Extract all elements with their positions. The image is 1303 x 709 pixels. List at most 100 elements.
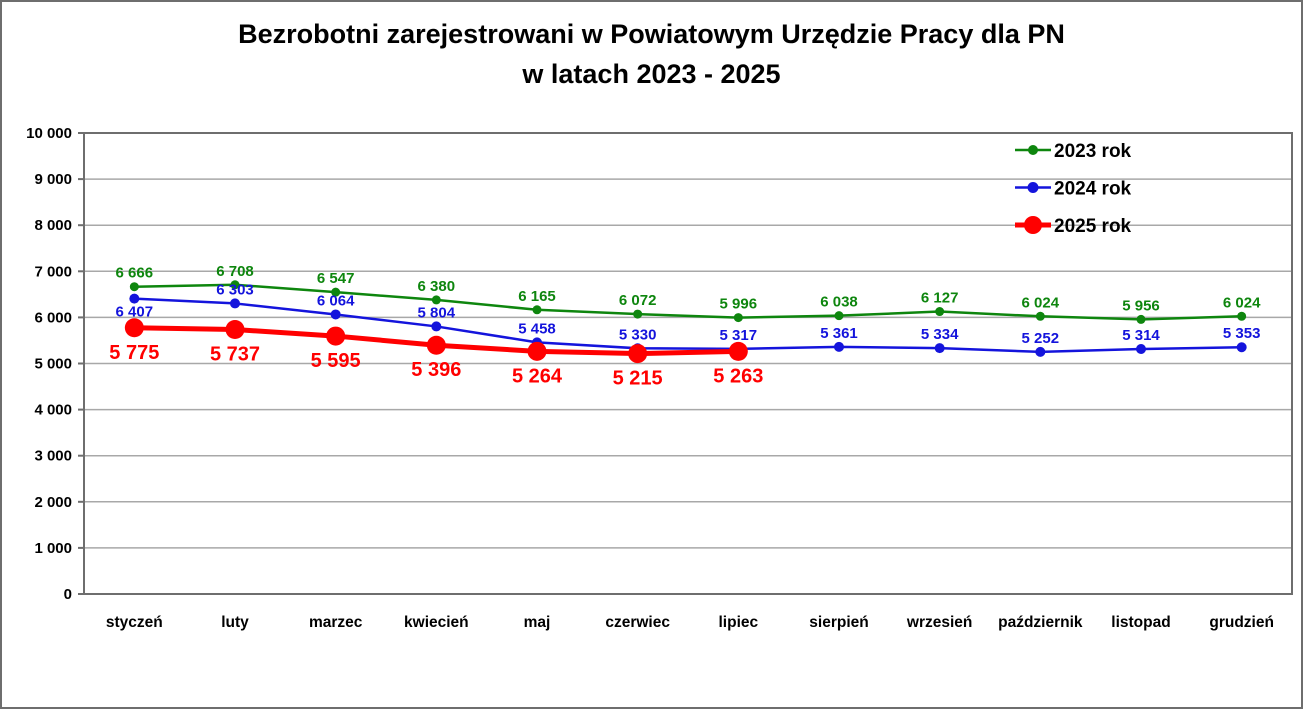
data-point-2023-rok	[935, 307, 945, 317]
x-axis-label: luty	[221, 614, 249, 631]
data-label-2024-rok: 6 407	[116, 304, 154, 321]
data-label-2024-rok: 5 361	[820, 325, 858, 342]
legend-label-2024-rok: 2024 rok	[1054, 179, 1132, 200]
x-axis-label: grudzień	[1209, 614, 1274, 631]
data-point-2023-rok	[1035, 311, 1045, 321]
data-label-2023-rok: 6 547	[317, 270, 355, 287]
data-point-2025-rok	[728, 341, 748, 361]
y-axis-label: 1 000	[34, 540, 72, 557]
data-label-2023-rok: 5 956	[1122, 297, 1160, 314]
data-label-2023-rok: 6 024	[1022, 294, 1060, 311]
data-label-2024-rok: 5 252	[1022, 330, 1060, 347]
data-point-2024-rok	[230, 298, 240, 309]
legend: 2023 rok 2024 rok 2025 rok	[1015, 141, 1132, 237]
data-point-2025-rok	[225, 320, 245, 340]
legend-item-2024-rok: 2024 rok	[1015, 179, 1132, 200]
legend-item-2025-rok: 2025 rok	[1015, 216, 1132, 237]
data-label-2025-rok: 5 264	[512, 365, 563, 387]
data-label-2025-rok: 5 775	[109, 342, 159, 364]
data-point-2024-rok	[834, 341, 844, 352]
y-axis-label: 5 000	[34, 356, 72, 373]
y-axis-label: 10 000	[26, 125, 72, 142]
data-point-2023-rok	[733, 313, 743, 323]
data-point-2023-rok	[129, 282, 139, 292]
x-axis-label: lipiec	[719, 614, 759, 631]
data-label-2025-rok: 5 263	[713, 365, 763, 387]
legend-marker-2024-rok	[1027, 182, 1039, 193]
chart-title-line2: w latach 2023 - 2025	[522, 59, 781, 89]
data-point-2024-rok	[1136, 344, 1146, 355]
legend-marker-2025-rok	[1024, 216, 1042, 234]
data-point-2025-rok	[426, 335, 446, 355]
y-axis-label: 0	[64, 586, 72, 603]
data-point-2023-rok	[1136, 314, 1146, 324]
data-label-2023-rok: 6 666	[116, 265, 154, 282]
data-point-2024-rok	[129, 293, 140, 304]
data-point-2024-rok	[330, 309, 341, 320]
x-axis-label: listopad	[1111, 614, 1170, 631]
data-point-2024-rok	[1035, 346, 1046, 357]
x-axis-label: wrzesień	[906, 614, 972, 631]
data-label-2023-rok: 6 380	[418, 278, 456, 295]
x-axis-label: maj	[524, 614, 551, 631]
data-label-2024-rok: 5 317	[720, 327, 758, 344]
y-axis-label: 6 000	[34, 309, 72, 326]
data-label-2024-rok: 6 064	[317, 292, 355, 309]
data-point-2023-rok	[633, 309, 643, 319]
data-label-2023-rok: 6 038	[820, 294, 858, 311]
data-label-2025-rok: 5 595	[311, 350, 361, 372]
series-2023-rok: 6 666 6 708 6 547 6 380 6 165 6 072 5 996 6 038…	[116, 263, 1261, 324]
data-label-2023-rok: 6 127	[921, 290, 959, 307]
data-point-2023-rok	[431, 295, 441, 305]
data-point-2024-rok	[431, 321, 442, 332]
data-point-2025-rok	[628, 344, 648, 364]
data-point-2023-rok	[532, 305, 542, 315]
y-axis-label: 8 000	[34, 217, 72, 234]
data-label-2024-rok: 5 330	[619, 326, 657, 343]
y-axis-label: 9 000	[34, 171, 72, 188]
data-label-2024-rok: 5 458	[518, 320, 556, 337]
data-label-2023-rok: 6 708	[216, 263, 254, 280]
legend-label-2023-rok: 2023 rok	[1054, 141, 1132, 162]
x-axis-label: październik	[998, 614, 1083, 631]
data-label-2025-rok: 5 396	[411, 359, 461, 381]
data-point-2023-rok	[834, 311, 844, 321]
legend-item-2023-rok: 2023 rok	[1015, 141, 1132, 162]
series-2024-rok: 6 407 6 303 6 064 5 804 5 458 5 330 5 317 5 361…	[116, 281, 1261, 357]
chart-title-line1: Bezrobotni zarejestrowani w Powiatowym U…	[238, 19, 1065, 49]
x-axis-label: sierpień	[809, 614, 868, 631]
data-label-2025-rok: 5 215	[613, 368, 663, 390]
x-axis-label: styczeń	[106, 614, 163, 631]
legend-marker-2023-rok	[1028, 145, 1038, 155]
x-axis-label: kwiecień	[404, 614, 469, 631]
data-point-2025-rok	[124, 318, 144, 338]
data-label-2023-rok: 6 024	[1223, 294, 1261, 311]
x-axis-label: marzec	[309, 614, 363, 631]
legend-label-2025-rok: 2025 rok	[1054, 216, 1132, 237]
series-line-2024-rok	[133, 297, 1243, 354]
data-label-2024-rok: 5 353	[1223, 325, 1261, 342]
data-label-2024-rok: 6 303	[216, 281, 254, 298]
y-axis-label: 2 000	[34, 494, 72, 511]
data-label-2023-rok: 5 996	[720, 296, 758, 313]
data-label-2023-rok: 6 072	[619, 292, 657, 309]
data-point-2024-rok	[1236, 342, 1247, 353]
y-axis-label: 3 000	[34, 448, 72, 465]
data-label-2024-rok: 5 334	[921, 326, 959, 343]
data-label-2025-rok: 5 737	[210, 344, 260, 366]
x-axis-label: czerwiec	[605, 614, 670, 631]
y-axis-label: 7 000	[34, 263, 72, 280]
data-point-2023-rok	[331, 287, 341, 297]
data-label-2024-rok: 5 314	[1122, 327, 1160, 344]
data-label-2024-rok: 5 804	[418, 304, 456, 321]
data-point-2024-rok	[934, 343, 945, 354]
data-point-2023-rok	[1237, 311, 1247, 321]
data-point-2025-rok	[527, 341, 547, 361]
series-2025-rok: 5 775 5 737 5 595 5 396 5 264 5 215 5 263	[109, 318, 763, 390]
y-axis-label: 4 000	[34, 402, 72, 419]
chart-title: Bezrobotni zarejestrowani w Powiatowym U…	[2, 14, 1301, 94]
data-point-2025-rok	[326, 326, 346, 346]
data-point-2023-rok	[230, 280, 240, 290]
